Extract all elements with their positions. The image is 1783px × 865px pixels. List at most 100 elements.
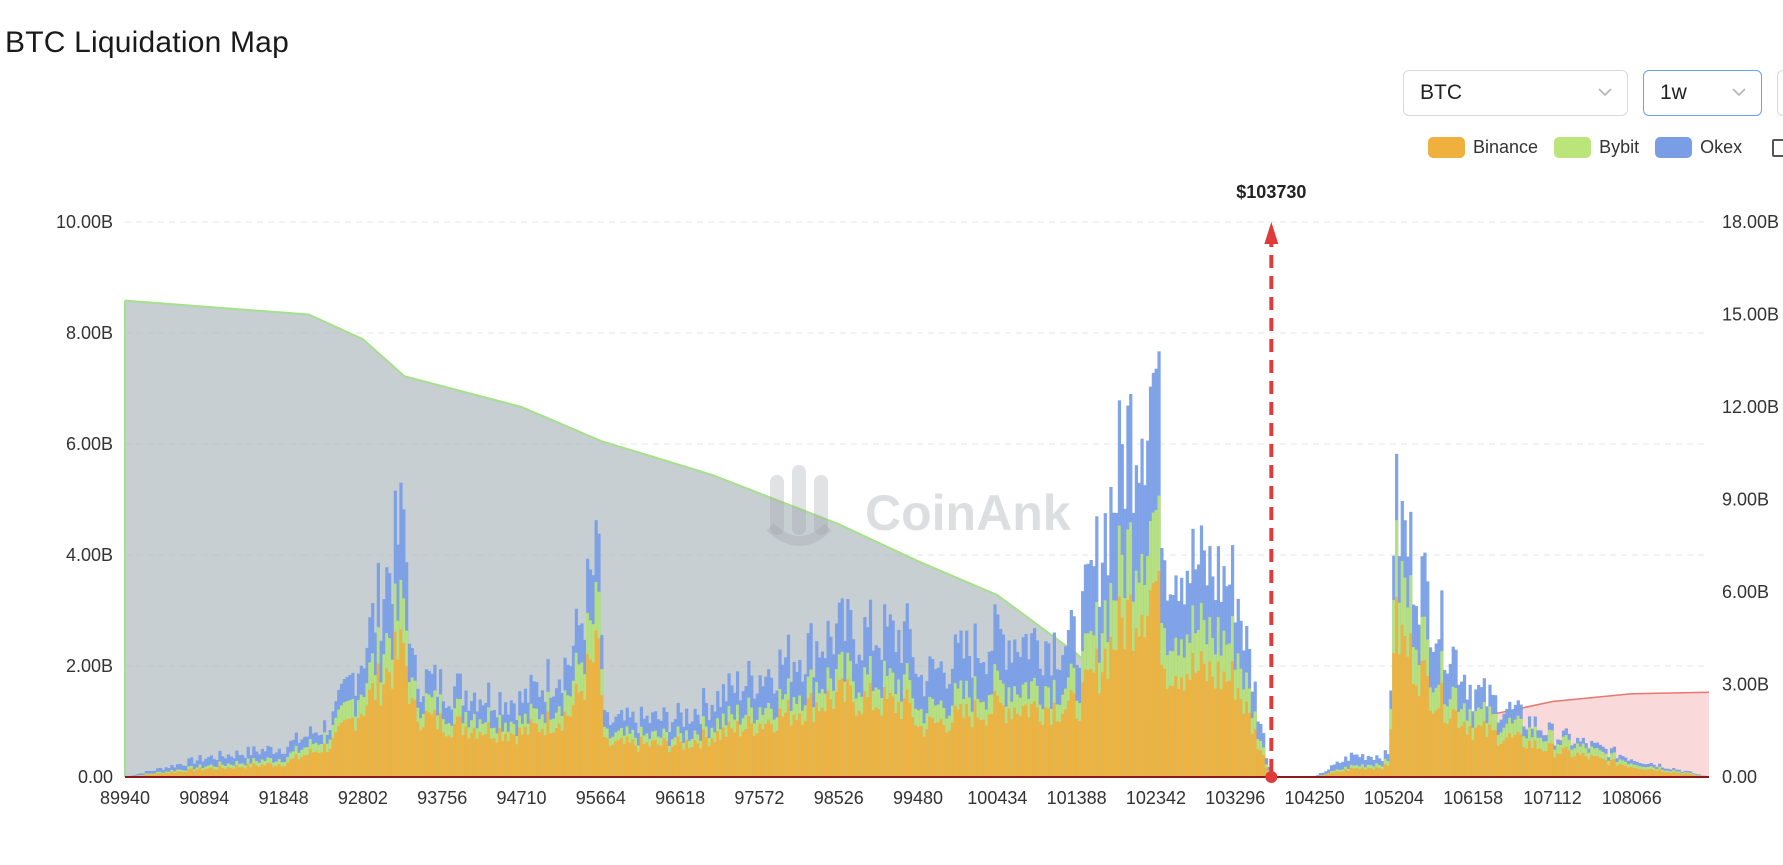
bar-binance bbox=[1669, 772, 1673, 777]
bar-binance bbox=[1182, 690, 1187, 777]
bar-binance bbox=[1511, 737, 1515, 777]
bar-binance bbox=[580, 691, 584, 777]
bar-binance bbox=[1154, 580, 1158, 777]
bar-binance bbox=[574, 683, 578, 777]
bar-binance bbox=[405, 666, 409, 777]
bar-binance bbox=[1660, 771, 1665, 777]
y-right-tick-label: 6.00B bbox=[1722, 582, 1769, 602]
bar-binance bbox=[178, 771, 182, 777]
bar-binance bbox=[668, 752, 672, 777]
bar-binance bbox=[1559, 754, 1563, 777]
bar-binance bbox=[682, 749, 686, 777]
bar-binance bbox=[648, 746, 652, 777]
chevron-down-icon bbox=[1598, 88, 1612, 97]
bar-binance bbox=[611, 744, 615, 777]
bar-binance bbox=[829, 699, 833, 777]
bar-binance bbox=[719, 739, 723, 777]
bar-binance bbox=[843, 702, 847, 777]
range-select[interactable]: 1w bbox=[1643, 70, 1762, 116]
bar-binance bbox=[885, 698, 890, 777]
bar-binance bbox=[1078, 720, 1082, 777]
bar-binance bbox=[1228, 680, 1232, 777]
bar-binance bbox=[430, 714, 434, 777]
bar-binance bbox=[931, 718, 935, 777]
bar-binance bbox=[1163, 668, 1167, 777]
bar-binance bbox=[1083, 669, 1088, 777]
bar-binance bbox=[1593, 756, 1597, 777]
x-tick-label: 104250 bbox=[1285, 788, 1345, 808]
bar-binance bbox=[243, 768, 248, 777]
bar-binance bbox=[795, 719, 799, 777]
bar-binance bbox=[764, 723, 768, 777]
bar-binance bbox=[492, 738, 496, 777]
bar-binance bbox=[1001, 705, 1006, 777]
bar-binance bbox=[436, 729, 440, 777]
bar-binance bbox=[767, 719, 771, 777]
current-price-arrow bbox=[1264, 222, 1279, 244]
bar-binance bbox=[249, 767, 253, 777]
current-price-marker: $103730 bbox=[1236, 182, 1306, 783]
bar-binance bbox=[1683, 773, 1687, 777]
bar-binance bbox=[820, 707, 825, 777]
bar-binance bbox=[1601, 758, 1605, 777]
bar-binance bbox=[1553, 757, 1557, 777]
y-left-tick-label: 4.00B bbox=[66, 545, 113, 565]
bar-binance bbox=[1129, 594, 1133, 777]
bar-binance bbox=[1530, 747, 1535, 777]
bar-binance bbox=[475, 738, 479, 777]
bar-binance bbox=[959, 703, 963, 777]
more-select[interactable] bbox=[1777, 70, 1783, 116]
x-tick-label: 99480 bbox=[893, 788, 943, 808]
bar-binance bbox=[470, 732, 474, 777]
bar-binance bbox=[591, 662, 595, 777]
bar-binance bbox=[388, 672, 392, 777]
bar-binance bbox=[1677, 772, 1682, 777]
bar-binance bbox=[1409, 633, 1413, 777]
bar-binance bbox=[1117, 596, 1122, 777]
bar-binance bbox=[1338, 771, 1342, 777]
x-tick-label: 102342 bbox=[1126, 788, 1186, 808]
symbol-select[interactable]: BTC bbox=[1403, 70, 1628, 116]
bar-binance bbox=[1134, 628, 1139, 777]
bar-binance bbox=[1199, 651, 1204, 777]
bar-binance bbox=[608, 746, 612, 777]
bar-binance bbox=[526, 734, 530, 777]
bar-binance bbox=[181, 772, 185, 777]
bar-binance bbox=[337, 725, 341, 777]
y-right-tick-label: 9.00B bbox=[1722, 490, 1769, 510]
bar-binance bbox=[1649, 768, 1653, 777]
bar-binance bbox=[535, 723, 539, 777]
legend-item-binance[interactable]: Binance bbox=[1428, 137, 1538, 158]
bar-binance bbox=[1075, 718, 1079, 777]
bar-binance bbox=[1581, 752, 1585, 777]
bar-binance bbox=[1202, 663, 1206, 777]
bar-binance bbox=[851, 701, 856, 777]
legend-item-bybit[interactable]: Bybit bbox=[1554, 137, 1639, 158]
current-price-dot bbox=[1265, 771, 1278, 783]
bar-binance bbox=[744, 728, 748, 777]
bar-binance bbox=[1205, 681, 1209, 777]
legend-label-okex: Okex bbox=[1700, 137, 1743, 157]
bar-binance bbox=[996, 695, 1000, 777]
bar-binance bbox=[1454, 710, 1458, 777]
bar-binance bbox=[1115, 650, 1119, 777]
bar-binance bbox=[1225, 681, 1229, 777]
bar-binance bbox=[970, 727, 974, 777]
bar-binance bbox=[1032, 701, 1037, 777]
bar-binance bbox=[948, 730, 952, 777]
legend-item-okex[interactable]: Okex bbox=[1655, 137, 1742, 158]
bar-binance bbox=[1380, 769, 1385, 777]
bar-binance bbox=[1013, 707, 1017, 777]
bar-binance bbox=[416, 721, 420, 777]
bar-binance bbox=[371, 683, 375, 777]
bar-binance bbox=[512, 734, 516, 777]
bar-binance bbox=[1629, 766, 1634, 777]
bar-binance bbox=[676, 736, 680, 777]
clipboard-icon[interactable] bbox=[1772, 138, 1783, 157]
bar-binance bbox=[441, 732, 446, 777]
bar-binance bbox=[1499, 743, 1503, 777]
bar-binance bbox=[679, 741, 683, 777]
bar-binance bbox=[478, 731, 482, 777]
bar-binance bbox=[424, 710, 429, 777]
bar-binance bbox=[724, 736, 728, 777]
